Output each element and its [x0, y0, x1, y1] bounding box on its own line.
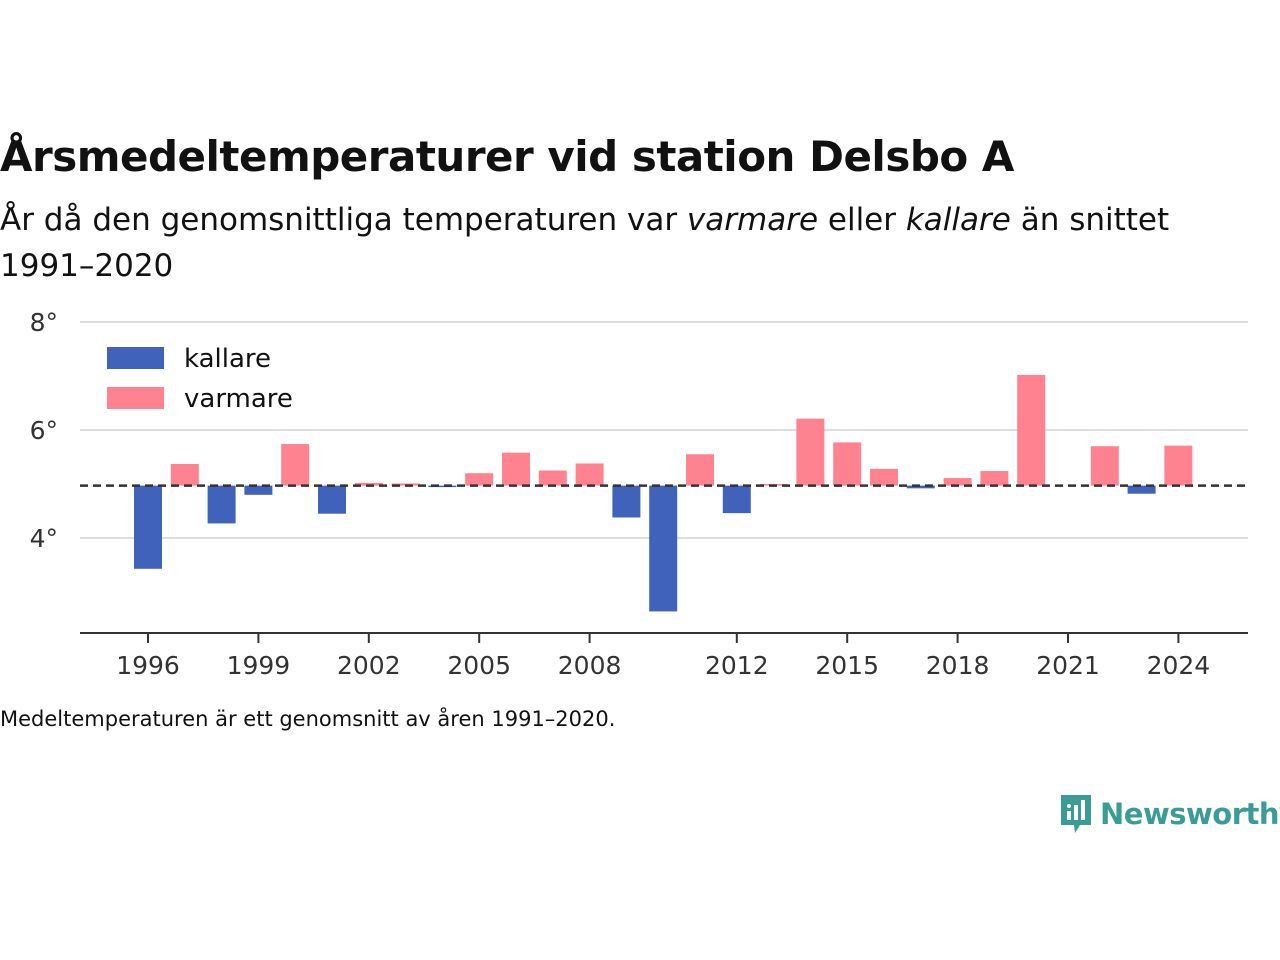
x-tick-label: 2018 [926, 651, 990, 680]
y-tick-label: 6° [30, 416, 58, 445]
bar-warm [575, 463, 604, 486]
bar-warm [281, 444, 310, 486]
bar-warm [502, 452, 530, 486]
bar-warm [1090, 446, 1119, 486]
y-tick-label: 8° [30, 308, 58, 337]
bar-cold [134, 485, 162, 569]
subtitle-text: År då den genomsnittliga temperaturen va… [0, 202, 687, 238]
bar-warm [170, 464, 199, 486]
bar-cold [207, 485, 236, 524]
chart-subtitle: År då den genomsnittliga temperaturen va… [0, 197, 1250, 289]
y-tick-label: 4° [30, 524, 58, 553]
x-tick-label: 1996 [116, 651, 180, 680]
brand-logo[interactable]: Newsworthy [1058, 790, 1280, 838]
bar-warm [354, 482, 383, 486]
x-tick-label: 1999 [227, 651, 291, 680]
bar-cold [649, 485, 678, 612]
subtitle-warm-word: varmare [686, 202, 819, 238]
legend-label-varmare: varmare [184, 384, 293, 414]
bar-warm [465, 473, 494, 486]
x-tick-label: 2015 [815, 651, 879, 680]
bar-warm [686, 454, 714, 486]
bar-warm [980, 471, 1009, 486]
brand-name: Newsworthy [1100, 797, 1280, 831]
bar-cold [428, 485, 457, 488]
legend-label-kallare: kallare [184, 344, 271, 374]
bar-cold [1127, 485, 1156, 494]
x-tick-label: 2012 [705, 651, 769, 680]
chart-title: Årsmedeltemperaturer vid station Delsbo … [0, 132, 1014, 181]
legend-swatch-kallare [107, 347, 164, 369]
x-tick-label: 2021 [1036, 651, 1100, 680]
subtitle-text: eller [818, 202, 906, 238]
bar-cold [244, 485, 273, 495]
bar-cold [318, 485, 346, 514]
x-tick-label: 2008 [558, 651, 622, 680]
bar-warm [1017, 374, 1046, 486]
bar-chart: 4° 6° 8° 1996 1999 2002 2005 2008 2012 2015 2018 2… [30, 308, 1248, 680]
bar-cold [612, 485, 641, 518]
x-tick-label: 2002 [337, 651, 401, 680]
x-axis: 1996 1999 2002 2005 2008 2012 2015 2018 2021 2024 [80, 632, 1248, 680]
subtitle-cold-word: kallare [905, 202, 1011, 238]
bar-cold [906, 485, 935, 489]
bar-cold [722, 485, 751, 514]
legend: kallare varmare [107, 344, 293, 414]
bars [134, 374, 1193, 612]
bar-warm [796, 418, 825, 486]
bar-warm [870, 468, 898, 486]
bar-warm [1164, 445, 1193, 486]
footnote: Medeltemperaturen är ett genomsnitt av å… [0, 707, 616, 731]
bar-warm [833, 442, 862, 486]
x-tick-label: 2005 [447, 651, 511, 680]
legend-swatch-varmare [107, 387, 164, 409]
bar-warm [943, 478, 972, 486]
bar-warm [538, 470, 567, 486]
newsworthy-logo-icon [1061, 795, 1091, 833]
x-tick-label: 2024 [1147, 651, 1211, 680]
subtitle-text: än snittet 1991–2020 [0, 202, 1170, 284]
